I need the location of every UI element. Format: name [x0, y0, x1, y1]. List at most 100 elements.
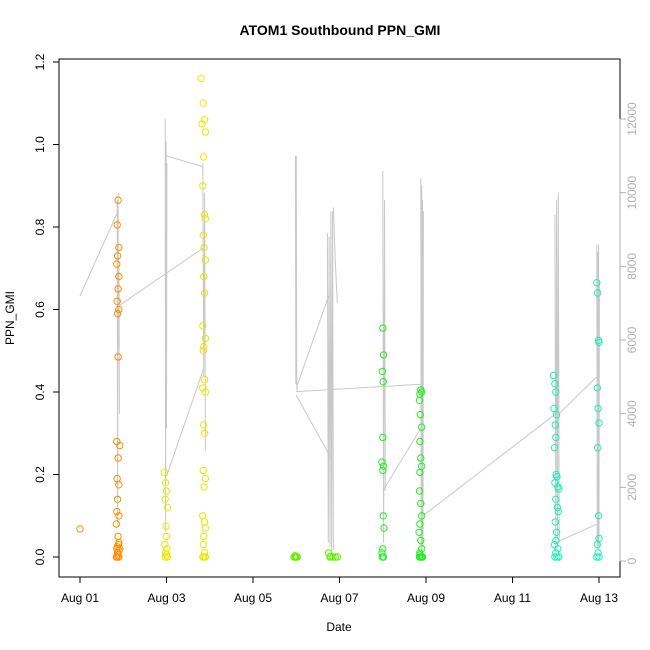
secondary-line-group [79, 118, 600, 554]
data-point [201, 334, 210, 343]
data-point [201, 388, 210, 396]
data-point [416, 520, 424, 528]
data-point [552, 495, 560, 503]
data-point [113, 495, 122, 503]
data-point [555, 485, 563, 493]
data-point [115, 272, 123, 281]
data-point [201, 256, 210, 264]
data-point [161, 540, 169, 549]
data-point [115, 305, 123, 314]
x-tick-label: Aug 01 [61, 591, 99, 605]
data-point [199, 99, 208, 107]
data-point [593, 553, 601, 561]
secondary-line-12 [295, 395, 332, 459]
data-point [326, 553, 334, 561]
data-point [416, 411, 425, 419]
data-point [199, 347, 208, 355]
data-point [417, 536, 425, 545]
data-point [197, 74, 205, 83]
y-axis-label: PPN_GMI [3, 291, 17, 345]
data-point [549, 371, 558, 380]
secondary-line-8 [295, 295, 330, 389]
secondary-line-4 [166, 155, 204, 168]
secondary-line-1 [116, 192, 120, 525]
data-point [379, 378, 387, 386]
secondary-line-2 [116, 247, 204, 308]
data-point [114, 285, 122, 293]
secondary-line-15 [382, 428, 422, 492]
data-point [329, 553, 337, 561]
data-point [201, 524, 210, 532]
data-point [379, 462, 388, 470]
data-point [554, 507, 562, 516]
x-tick-label: Aug 03 [147, 591, 185, 605]
data-point [115, 553, 123, 561]
data-point [114, 540, 123, 549]
data-point [113, 309, 122, 318]
y2-tick-label: 4000 [625, 400, 639, 427]
data-point [593, 279, 601, 287]
data-point [415, 528, 423, 536]
x-tick-label: Aug 11 [494, 591, 531, 605]
data-point [378, 367, 386, 376]
data-point [550, 540, 559, 549]
data-point [593, 384, 601, 392]
data-point [199, 182, 207, 190]
data-point [594, 512, 603, 520]
x-tick-label: Aug 07 [320, 591, 358, 605]
data-point [378, 458, 386, 466]
data-point [379, 351, 388, 359]
data-point [112, 553, 121, 561]
data-point [551, 553, 559, 561]
x-axis-label: Date [326, 620, 352, 634]
data-point [418, 512, 426, 520]
data-point [200, 553, 208, 561]
data-point [552, 528, 561, 536]
data-point [199, 540, 208, 549]
data-point [114, 196, 122, 204]
data-point [114, 353, 122, 361]
data-point [200, 243, 208, 252]
data-point [594, 289, 602, 297]
data-point [114, 454, 122, 462]
data-point [116, 441, 124, 450]
data-point [550, 444, 559, 452]
x-tick-label: Aug 05 [234, 591, 272, 605]
data-point [115, 512, 123, 520]
data-point [200, 272, 208, 281]
data-point [594, 549, 602, 557]
data-point [550, 404, 558, 413]
secondary-line-5 [202, 163, 206, 451]
data-point [552, 411, 561, 419]
y2-axis: 0 2000 4000 6000 8000 10000 12000 [619, 102, 639, 564]
data-point [200, 375, 209, 384]
y2-tick-label: 0 [625, 557, 639, 564]
y2-tick-label: 2000 [625, 474, 639, 501]
data-point [199, 466, 208, 475]
data-point [115, 481, 123, 489]
data-point [200, 153, 208, 161]
data-point [161, 553, 169, 561]
data-point [595, 338, 603, 347]
y-tick-label: 0.0 [33, 548, 47, 565]
data-point [380, 524, 388, 532]
data-point [333, 553, 341, 561]
data-point [199, 231, 208, 240]
secondary-line-17 [554, 192, 560, 551]
secondary-line-10 [332, 207, 338, 304]
data-point [415, 487, 424, 495]
y-tick-label: 1.0 [33, 136, 47, 153]
data-point [113, 260, 121, 268]
data-point [199, 322, 207, 330]
data-point [116, 545, 124, 553]
data-point [113, 297, 121, 305]
data-point [114, 532, 122, 541]
y2-tick-label: 8000 [625, 253, 639, 280]
data-point [418, 388, 426, 396]
data-point [593, 540, 601, 549]
data-point [594, 444, 602, 452]
points-group [76, 74, 603, 561]
data-point [417, 454, 425, 462]
data-point [200, 429, 209, 437]
